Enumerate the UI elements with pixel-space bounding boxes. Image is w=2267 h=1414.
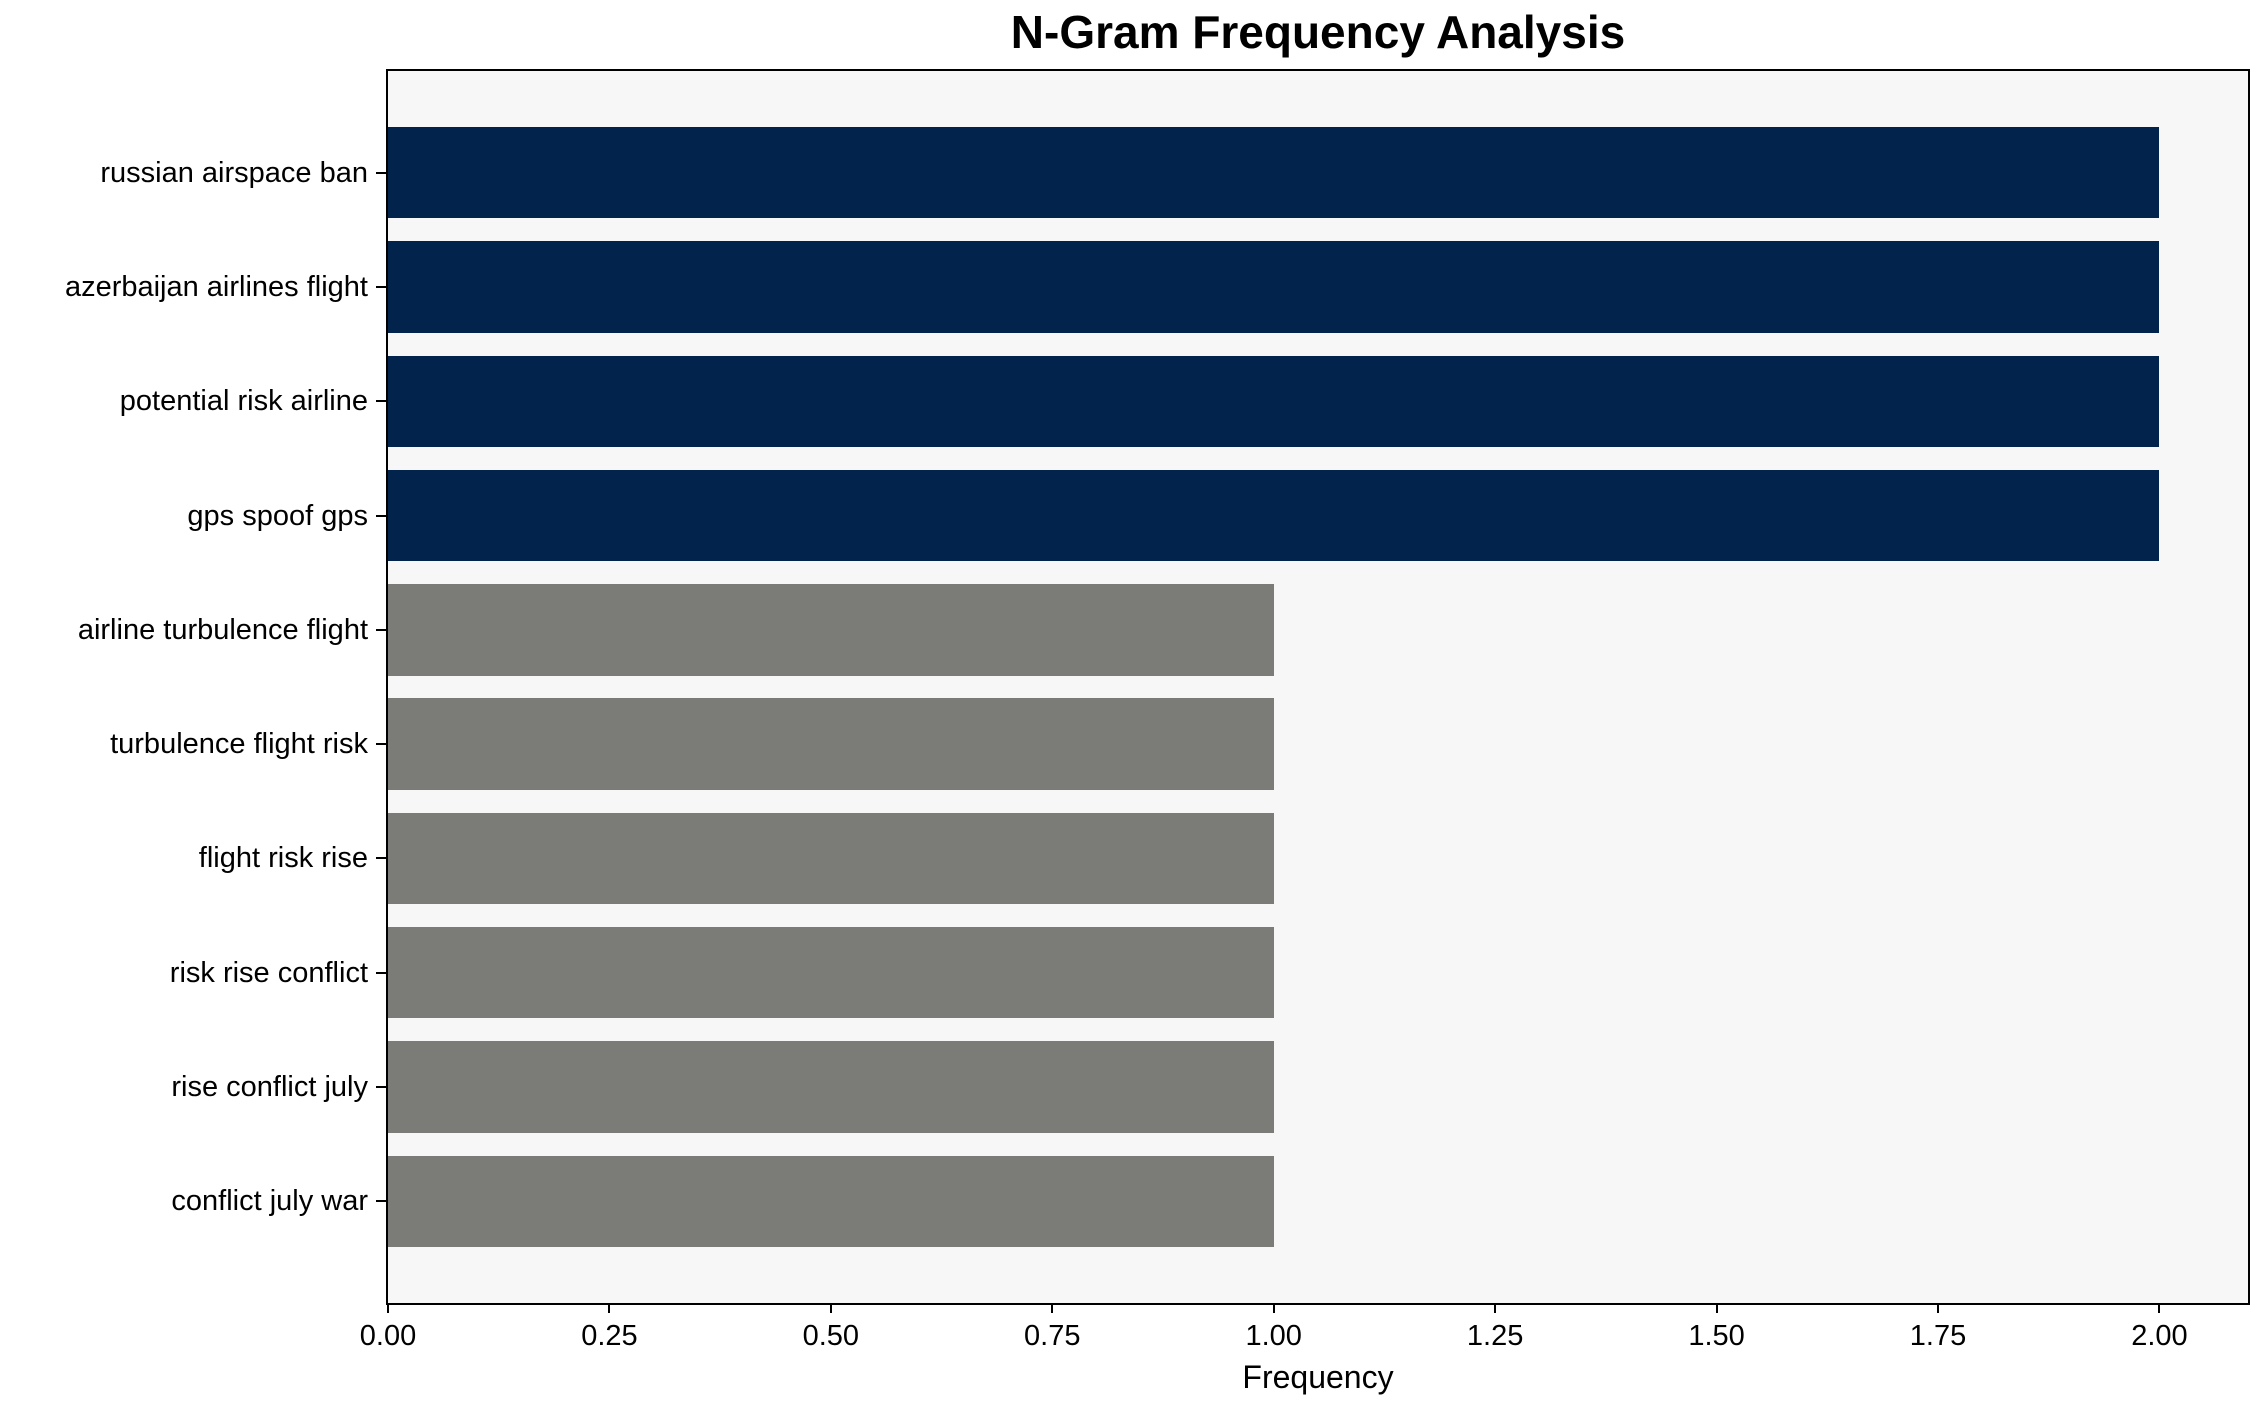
x-tick-label: 2.00 [2131, 1320, 2188, 1352]
x-axis-tick [1051, 1303, 1054, 1313]
x-tick-label: 0.25 [581, 1320, 638, 1352]
bar [388, 698, 1274, 790]
y-tick-label: rise conflict july [171, 1071, 368, 1103]
chart-title: N-Gram Frequency Analysis [1010, 6, 1626, 58]
y-tick-label: turbulence flight risk [110, 728, 368, 761]
x-axis-tick [2158, 1303, 2161, 1313]
bar [388, 1041, 1274, 1133]
y-axis-tick [376, 743, 386, 746]
x-axis-tick [1715, 1303, 1718, 1313]
y-axis-tick [376, 857, 386, 860]
y-axis-tick [376, 286, 386, 288]
y-axis-tick [376, 514, 386, 517]
y-axis-tick [376, 971, 386, 974]
y-tick-label: flight risk rise [198, 842, 368, 875]
x-tick-label: 0.50 [802, 1320, 860, 1352]
y-axis-tick [376, 1086, 386, 1088]
bar [388, 355, 2160, 447]
x-axis-tick [1272, 1303, 1275, 1313]
x-axis-tick [1494, 1303, 1497, 1313]
y-tick-label: potential risk airline [119, 385, 368, 418]
plot-area [388, 71, 2248, 1303]
x-tick-label: 1.50 [1688, 1320, 1745, 1352]
bar [388, 1155, 1274, 1247]
bar [388, 469, 2160, 562]
y-tick-label: risk rise conflict [169, 956, 368, 989]
x-tick-label: 1.75 [1909, 1320, 1967, 1352]
bar [388, 927, 1274, 1019]
y-axis-tick [376, 400, 386, 403]
y-tick-label: azerbaijan airlines flight [64, 271, 368, 303]
y-axis-tick [376, 1200, 386, 1203]
y-tick-label: russian airspace ban [100, 156, 368, 189]
bar [388, 812, 1274, 905]
x-axis-tick [1937, 1303, 1939, 1313]
x-axis-tick [608, 1303, 611, 1313]
bar [388, 584, 1274, 676]
x-tick-label: 0.00 [359, 1320, 417, 1352]
y-axis-tick [376, 171, 386, 174]
x-tick-label: 0.75 [1024, 1320, 1081, 1352]
x-axis-tick [829, 1303, 832, 1313]
bar [388, 127, 2160, 219]
x-tick-label: 1.00 [1245, 1320, 1302, 1352]
x-axis-tick [387, 1303, 389, 1313]
x-tick-label: 1.25 [1466, 1320, 1524, 1352]
y-tick-label: airline turbulence flight [77, 613, 368, 646]
bar [388, 241, 2160, 333]
y-tick-label: gps spoof gps [187, 499, 368, 532]
y-axis-tick [376, 628, 386, 631]
x-axis-label: Frequency [1242, 1359, 1394, 1395]
y-tick-label: conflict july war [171, 1185, 368, 1218]
